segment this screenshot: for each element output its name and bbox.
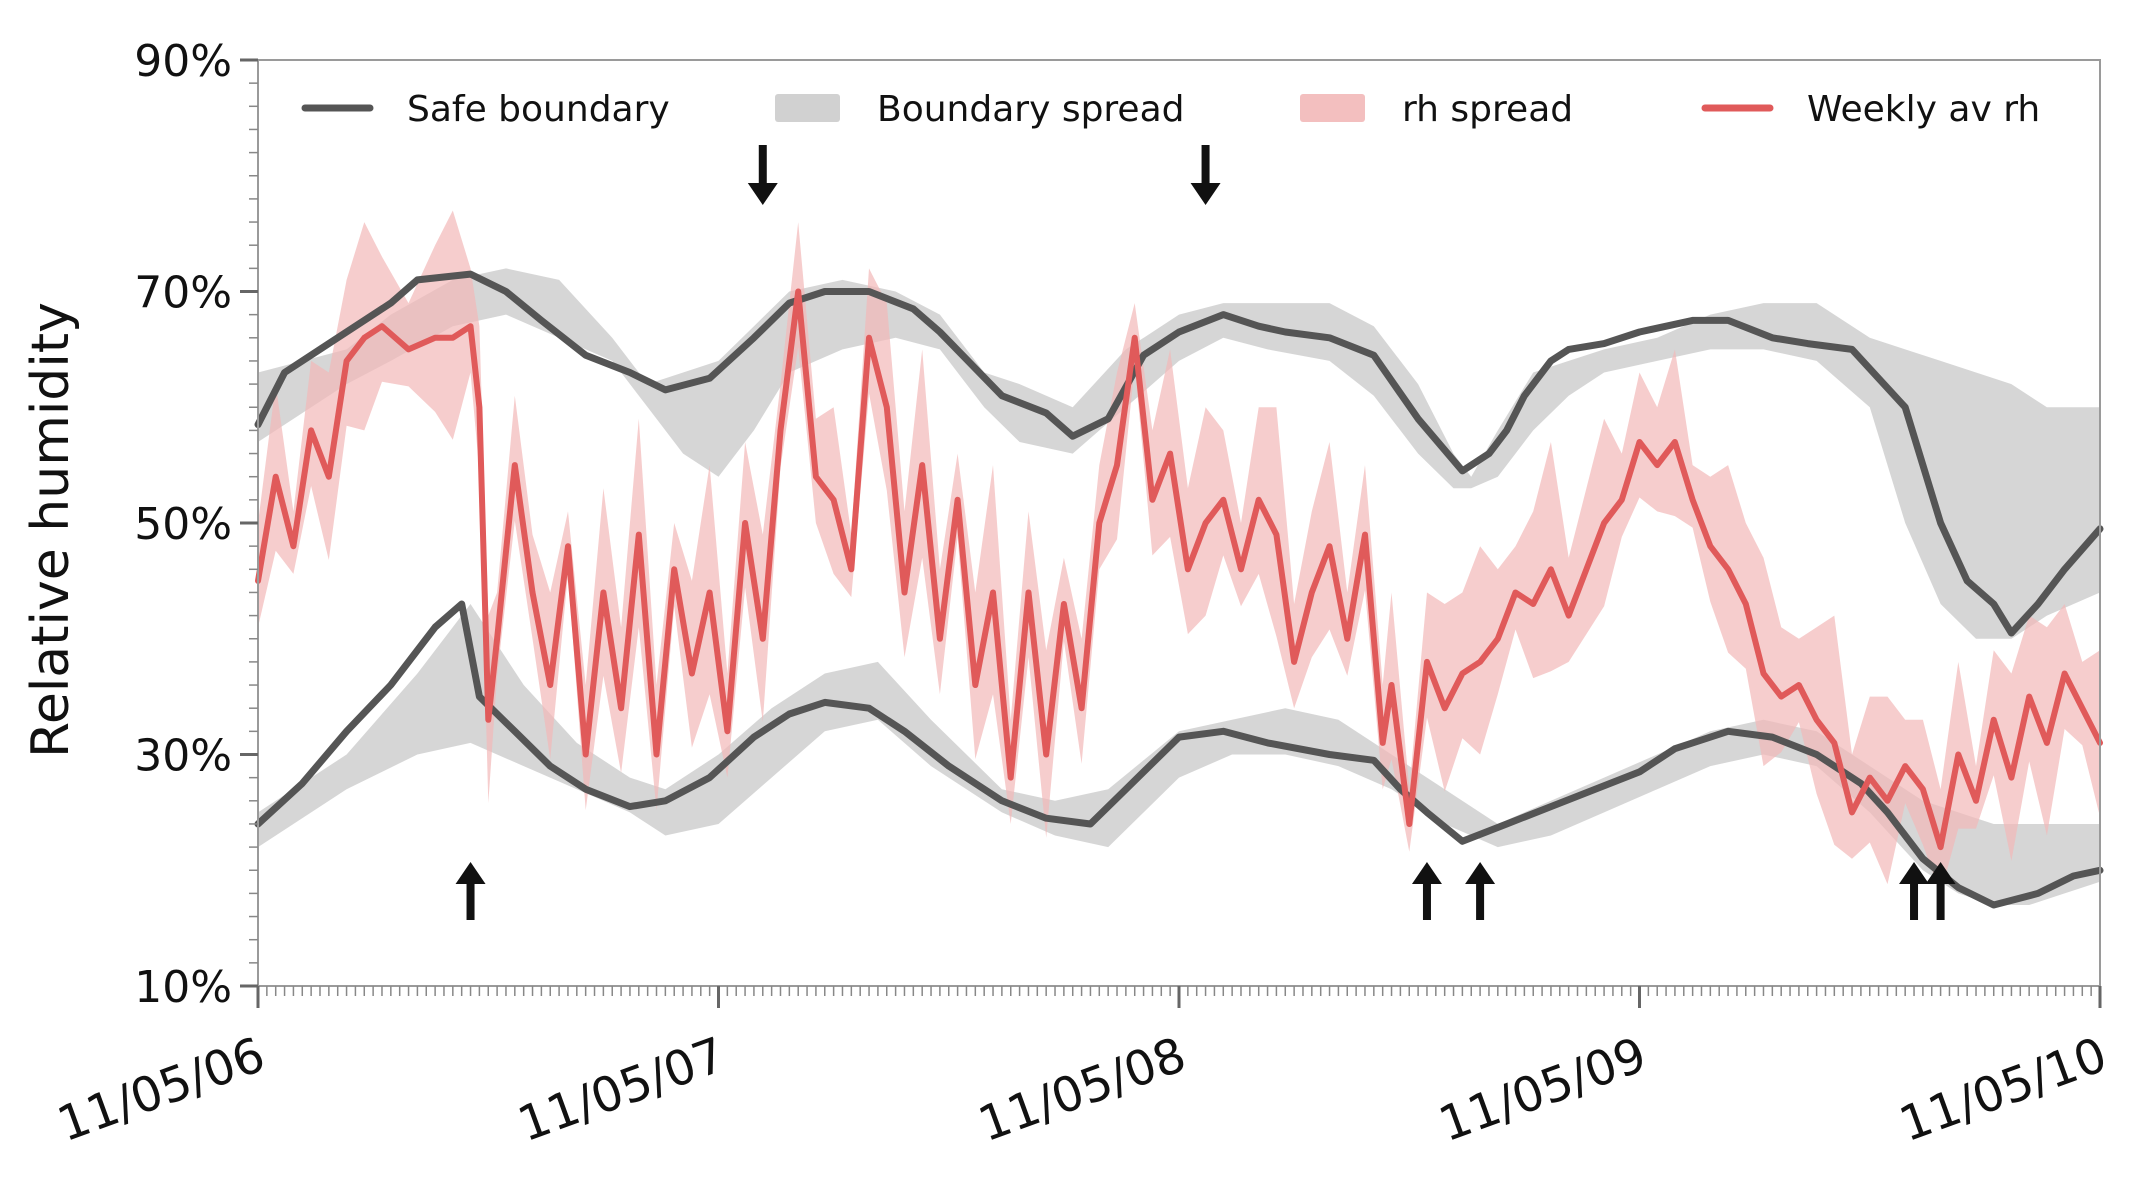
legend-label: Weekly av rh — [1807, 89, 2040, 130]
weekly-av-rh-line — [255, 288, 2103, 851]
legend-layer: Safe boundary Boundary spread rh spread Wee… — [301, 89, 2040, 130]
band-layer — [258, 210, 2100, 905]
safe-boundary-upper-line — [254, 270, 2104, 637]
y-axis-title: Relative humidity — [21, 302, 81, 758]
y-tick-label: 70% — [134, 268, 232, 319]
y-tick-label: 10% — [134, 962, 232, 1013]
legend-label: rh spread — [1402, 89, 1573, 130]
y-tick-label: 90% — [134, 36, 232, 87]
line-layer — [254, 270, 2104, 909]
axis-layer: 10% 30% 50% 70% 90% 11/05/06 11/05/07 11/05/08 1… — [50, 36, 2114, 1153]
legend-label: Safe boundary — [407, 89, 670, 130]
x-tick-label: 11/05/06 — [50, 1027, 272, 1153]
y-tick-label: 50% — [134, 499, 232, 550]
up-arrow-icon — [1411, 862, 1442, 920]
legend-swatch-band — [775, 94, 840, 122]
annotation-layer — [455, 145, 1956, 920]
x-tick-label: 11/05/08 — [971, 1027, 1193, 1153]
y-tick-label: 30% — [134, 731, 232, 782]
down-arrow-icon — [747, 145, 778, 205]
x-tick-label: 11/05/10 — [1892, 1027, 2114, 1153]
x-tick-label: 11/05/07 — [511, 1027, 733, 1153]
boundary-spread-band-1 — [258, 268, 2100, 639]
legend-swatch-band — [1300, 94, 1365, 122]
up-arrow-icon — [1925, 862, 1956, 920]
safe-boundary-lower-line — [254, 600, 2104, 909]
x-tick-label: 11/05/09 — [1432, 1027, 1654, 1153]
legend-label: Boundary spread — [877, 89, 1185, 130]
rh-spread-band — [258, 210, 2100, 894]
up-arrow-icon — [1465, 862, 1496, 920]
boundary-spread-band-2 — [258, 604, 2100, 905]
down-arrow-icon — [1190, 145, 1221, 205]
up-arrow-icon — [1899, 862, 1930, 920]
up-arrow-icon — [455, 862, 486, 920]
